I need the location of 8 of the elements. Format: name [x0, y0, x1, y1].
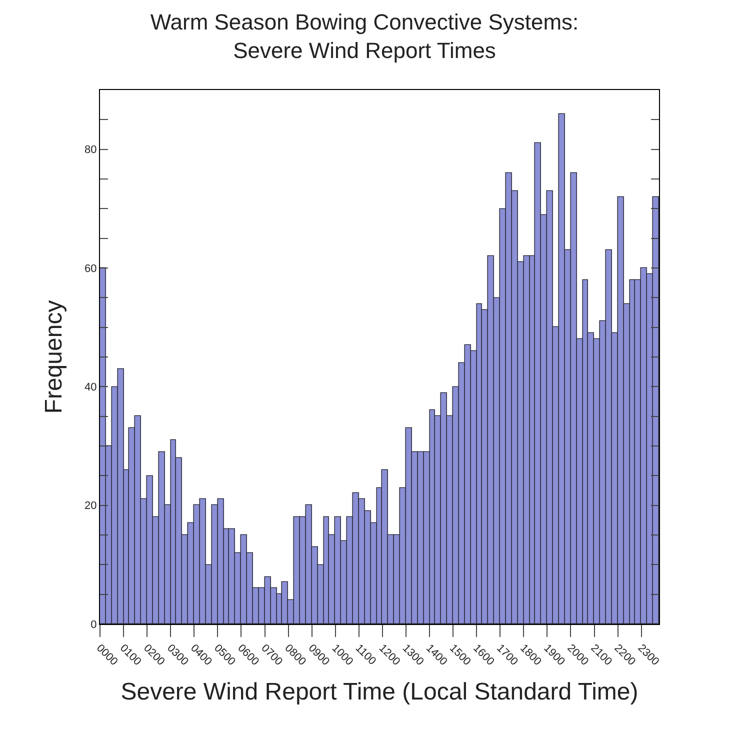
- y-tick-label: 40: [84, 382, 97, 394]
- y-tick-label: 0: [90, 618, 97, 631]
- y-axis-title: Frequency: [40, 300, 68, 414]
- x-axis-title: Severe Wind Report Time (Local Standard Time): [120, 678, 638, 706]
- y-tick-label: 60: [84, 262, 97, 275]
- y-tick-label: 20: [84, 500, 97, 512]
- y-tick-label: 80: [84, 144, 97, 156]
- chart-title: Warm Season Bowing Convective Systems: Severe Wind Report Times: [150, 9, 579, 63]
